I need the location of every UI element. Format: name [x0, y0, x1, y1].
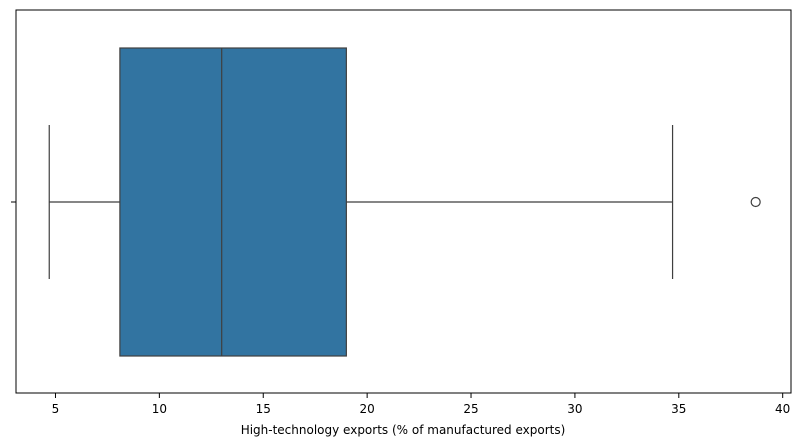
x-tick-label: 10: [152, 402, 167, 416]
x-axis-label: High-technology exports (% of manufactur…: [241, 423, 566, 437]
iqr-box: [119, 47, 347, 357]
x-tick-label: 30: [567, 402, 582, 416]
x-tick-label: 35: [671, 402, 686, 416]
x-axis: 5 10 15 20 25 30 35 40: [52, 393, 790, 416]
box-layer: [48, 47, 761, 357]
x-tick-label: 25: [463, 402, 478, 416]
x-tick-label: 5: [52, 402, 60, 416]
outlier-point: [750, 196, 761, 208]
x-tick-label: 15: [256, 402, 271, 416]
x-tick-label: 20: [359, 402, 374, 416]
x-tick-label: 40: [775, 402, 790, 416]
